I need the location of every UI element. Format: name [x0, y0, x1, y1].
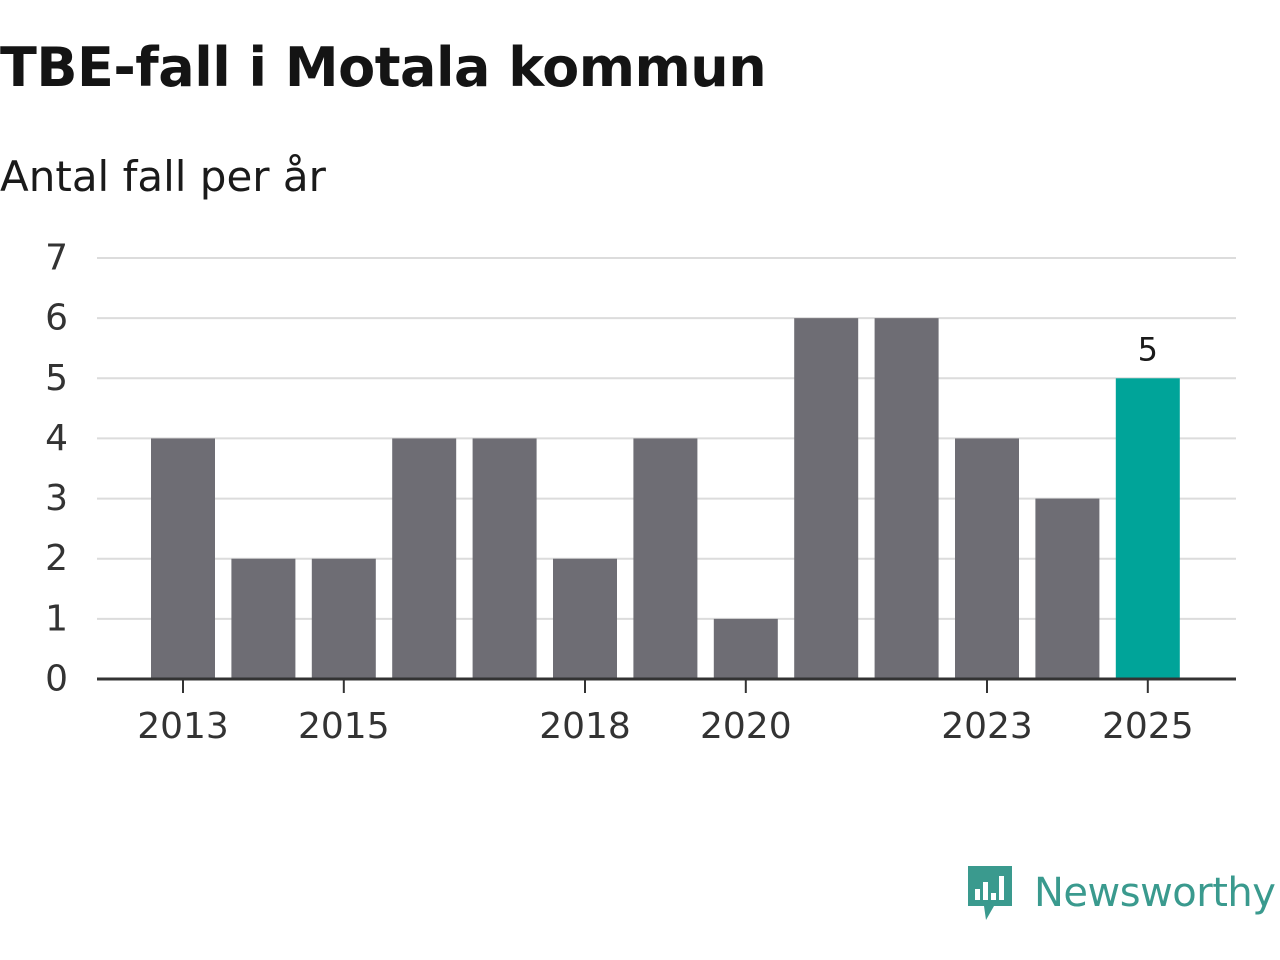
bar — [311, 558, 376, 679]
y-tick-label: 2 — [45, 538, 68, 579]
x-tick-label: 2018 — [539, 706, 631, 747]
bar — [874, 318, 939, 679]
chart-title: TBE-fall i Motala kommun — [0, 36, 767, 99]
y-tick-label: 1 — [45, 598, 68, 639]
y-tick-label: 7 — [45, 238, 68, 279]
y-tick-label: 3 — [45, 478, 68, 519]
bar — [151, 438, 215, 679]
bar — [553, 558, 617, 679]
bar — [713, 618, 778, 679]
chart-subtitle: Antal fall per år — [0, 152, 326, 201]
bar — [955, 438, 1019, 679]
x-tick-label: 2025 — [1102, 706, 1194, 747]
bar — [1035, 498, 1100, 679]
x-tick-label: 2013 — [137, 706, 229, 747]
bar — [392, 438, 457, 679]
x-tick-label: 2015 — [298, 706, 390, 747]
x-tick-label: 2020 — [700, 706, 792, 747]
bar — [231, 558, 296, 679]
y-tick-label: 6 — [45, 298, 68, 339]
y-tick-label: 0 — [45, 659, 68, 700]
bar — [633, 438, 698, 679]
x-tick-label: 2023 — [941, 706, 1033, 747]
bar-highlight — [1115, 378, 1180, 679]
newsworthy-logo-icon — [968, 866, 1012, 920]
bar — [472, 438, 537, 679]
data-label: 5 — [1138, 330, 1158, 368]
y-tick-label: 4 — [45, 418, 68, 459]
y-tick-label: 5 — [45, 358, 68, 399]
brand-name: Newsworthy — [1034, 870, 1276, 916]
bar — [794, 318, 859, 679]
newsworthy-logo: Newsworthy — [964, 862, 1276, 924]
